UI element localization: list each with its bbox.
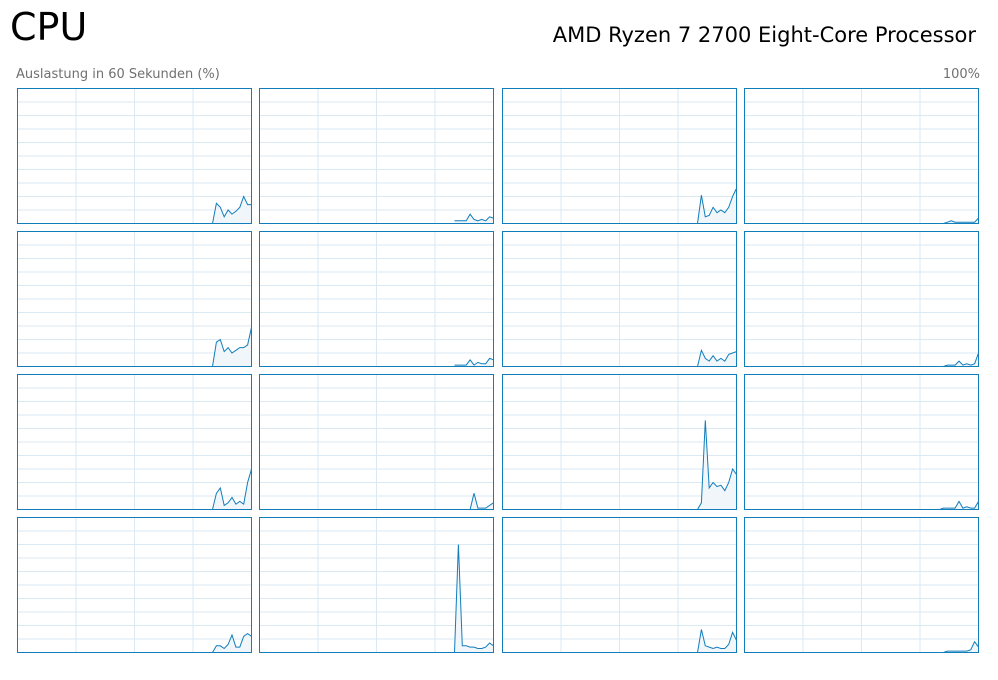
cpu-graph	[259, 88, 494, 224]
graph-border	[502, 231, 737, 367]
cpu-graph	[502, 517, 737, 653]
graph-border	[744, 374, 979, 510]
usage-area	[212, 327, 252, 367]
graph-border	[17, 231, 252, 367]
usage-area	[697, 188, 737, 224]
usage-line	[697, 188, 737, 224]
cpu-graph	[502, 374, 737, 510]
graph-label: Auslastung in 60 Sekunden (%)	[16, 67, 220, 82]
usage-area	[939, 218, 979, 224]
usage-area	[454, 493, 494, 510]
usage-line	[454, 357, 494, 366]
usage-line	[212, 195, 252, 224]
graph-max-label: 100%	[943, 67, 980, 82]
graph-border	[17, 517, 252, 653]
usage-line	[454, 544, 494, 653]
graph-border	[17, 374, 252, 510]
graph-border	[744, 88, 979, 224]
cpu-graph	[17, 517, 252, 653]
usage-area	[454, 358, 494, 367]
cpu-graph	[259, 517, 494, 653]
usage-line	[697, 420, 737, 510]
usage-area	[939, 353, 979, 367]
usage-line	[212, 327, 252, 367]
cpu-graph	[744, 374, 979, 510]
usage-area	[697, 350, 737, 367]
usage-line	[939, 640, 979, 653]
usage-area	[697, 629, 737, 653]
usage-area	[212, 633, 252, 653]
usage-line	[697, 629, 737, 653]
cpu-graph	[502, 231, 737, 367]
usage-line	[454, 213, 494, 222]
graph-border	[502, 88, 737, 224]
cpu-graph	[17, 88, 252, 224]
processor-name: AMD Ryzen 7 2700 Eight-Core Processor	[553, 23, 977, 47]
graph-border	[259, 231, 494, 367]
graph-border	[502, 517, 737, 653]
cpu-graph	[17, 231, 252, 367]
usage-line	[939, 352, 979, 367]
cpu-graph	[259, 231, 494, 367]
graph-border	[259, 517, 494, 653]
graph-border	[259, 88, 494, 224]
cpu-graph	[744, 88, 979, 224]
graph-border	[744, 231, 979, 367]
usage-line	[697, 348, 737, 367]
graph-border	[744, 517, 979, 653]
usage-line	[212, 632, 252, 653]
graph-border	[17, 88, 252, 224]
usage-line	[939, 217, 979, 224]
cpu-graph	[259, 374, 494, 510]
graph-border	[259, 374, 494, 510]
cpu-graph	[744, 231, 979, 367]
cpu-graph	[502, 88, 737, 224]
graph-border	[502, 374, 737, 510]
usage-line	[939, 500, 979, 510]
cpu-graph	[17, 374, 252, 510]
cpu-graph	[744, 517, 979, 653]
usage-line	[212, 468, 252, 510]
usage-area	[212, 469, 252, 510]
page-title: CPU	[10, 5, 87, 49]
